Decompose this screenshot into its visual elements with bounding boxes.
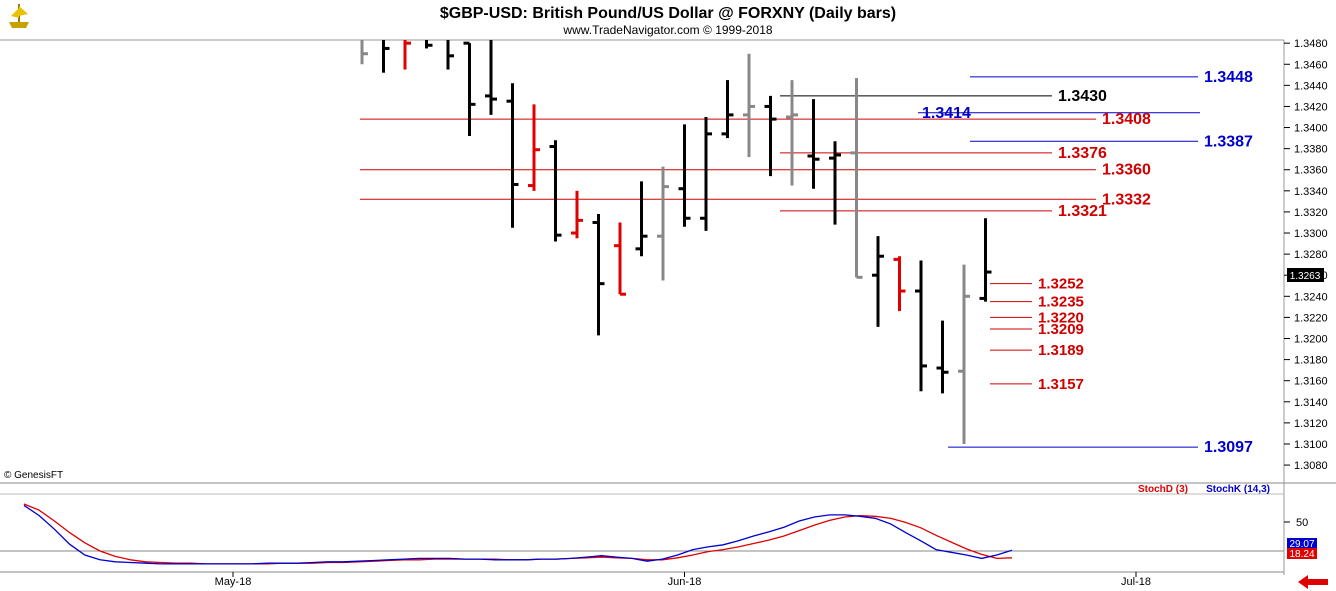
red-left-arrow-icon[interactable] <box>1298 575 1328 589</box>
level-label: 1.3408 <box>1102 111 1151 128</box>
y-tick-label: 1.3160 <box>1294 376 1328 388</box>
ohlc-bar <box>936 320 949 394</box>
ohlc-bar <box>463 41 476 136</box>
y-tick-label: 1.3240 <box>1294 291 1328 303</box>
chart-title: $GBP-USD: British Pound/US Dollar @ FORX… <box>440 5 896 22</box>
ohlc-bar <box>635 181 648 257</box>
y-tick-label: 1.3440 <box>1294 80 1328 92</box>
ohlc-bar <box>721 80 734 139</box>
stoch-k-line <box>23 504 1013 565</box>
ohlc-bar <box>485 40 497 115</box>
ohlc-bar <box>958 264 970 444</box>
ohlc-bar <box>614 222 626 296</box>
ohlc-bar <box>571 190 583 239</box>
stoch-k-label: StochK (14,3) <box>1206 484 1270 495</box>
level-label: 1.3209 <box>1038 321 1084 338</box>
y-tick-label: 1.3340 <box>1294 186 1328 198</box>
level-label: 1.3252 <box>1038 276 1084 293</box>
ohlc-bar <box>915 260 927 392</box>
ohlc-bar <box>425 40 433 49</box>
ohlc-bars <box>360 40 992 444</box>
level-label: 1.3189 <box>1038 342 1084 359</box>
ohlc-bar <box>403 40 411 70</box>
stoch-level-label: 50 <box>1296 517 1308 529</box>
y-tick-label: 1.3420 <box>1294 101 1328 113</box>
level-label: 1.3448 <box>1204 69 1253 86</box>
last-price-badge: 1.3263 <box>1287 268 1324 282</box>
ohlc-bar <box>678 124 691 227</box>
y-tick-label: 1.3280 <box>1294 249 1328 261</box>
y-tick-label: 1.3380 <box>1294 144 1328 156</box>
header: $GBP-USD: British Pound/US Dollar @ FORX… <box>4 2 896 37</box>
price-panel: 1.3080 1.3100 1.3120 1.3140 1.3160 1.3180 1.32… <box>0 38 1336 575</box>
level-label: 1.3430 <box>1058 88 1107 105</box>
last-price-text: 1.3263 <box>1290 271 1321 282</box>
level-label: 1.3157 <box>1038 376 1084 393</box>
ohlc-bar <box>657 166 669 281</box>
y-tick-label: 1.3080 <box>1294 460 1328 472</box>
ohlc-bar <box>528 104 540 191</box>
watermark: © GenesisFT <box>4 470 63 481</box>
ohlc-bar <box>700 116 712 231</box>
stochastic-panel: StochD (3) StochK (14,3) 50 29.07 18.24 <box>0 484 1317 565</box>
chart-subtitle: www.TradeNavigator.com © 1999-2018 <box>562 23 772 37</box>
ohlc-bar <box>360 40 368 65</box>
level-label: 1.3414 <box>922 105 971 122</box>
y-tick-label: 1.3180 <box>1294 355 1328 367</box>
ohlc-bar <box>382 40 390 73</box>
x-tick-label: Jun-18 <box>668 576 702 588</box>
level-label: 1.3387 <box>1204 133 1253 150</box>
ohlc-bar <box>592 214 605 336</box>
ohlc-bar <box>743 53 755 158</box>
y-tick-label: 1.3120 <box>1294 418 1328 430</box>
date-axis: May-18 Jun-18 Jul-18 <box>215 572 1151 588</box>
y-tick-label: 1.3140 <box>1294 397 1328 409</box>
ohlc-bar <box>829 141 841 225</box>
stoch-d-line <box>23 503 1013 565</box>
y-tick-label: 1.3100 <box>1294 439 1328 451</box>
trade-navigator-ship-icon <box>4 2 34 30</box>
x-tick-label: Jul-18 <box>1121 576 1151 588</box>
y-tick-label: 1.3200 <box>1294 333 1328 345</box>
level-label: 1.3235 <box>1038 294 1084 311</box>
y-tick-label: 1.3320 <box>1294 207 1328 219</box>
y-tick-label: 1.3400 <box>1294 123 1328 135</box>
ohlc-bar <box>549 140 562 242</box>
level-label: 1.3097 <box>1204 439 1253 456</box>
y-tick-label: 1.3300 <box>1294 228 1328 240</box>
ohlc-bar <box>446 40 454 70</box>
ohlc-bar <box>506 83 519 228</box>
y-tick-label: 1.3480 <box>1294 38 1328 50</box>
level-label: 1.3360 <box>1102 162 1151 179</box>
y-tick-label: 1.3360 <box>1294 165 1328 177</box>
x-tick-label: May-18 <box>215 576 252 588</box>
y-tick-label: 1.3220 <box>1294 312 1328 324</box>
ohlc-bar <box>893 256 906 312</box>
stoch-d-value: 18.24 <box>1289 549 1314 560</box>
ohlc-bar <box>850 77 863 279</box>
ohlc-bar <box>786 80 798 186</box>
level-label: 1.3332 <box>1102 191 1151 208</box>
ohlc-bar <box>764 95 777 177</box>
level-label: 1.3321 <box>1058 203 1107 220</box>
price-axis: 1.3080 1.3100 1.3120 1.3140 1.3160 1.3180 1.32… <box>1284 38 1328 472</box>
stoch-lines <box>23 503 1013 565</box>
level-label: 1.3220 <box>1038 309 1084 326</box>
stoch-d-label: StochD (3) <box>1138 484 1188 495</box>
ohlc-bar <box>807 99 820 189</box>
stoch-k-value: 29.07 <box>1289 539 1314 550</box>
level-label: 1.3376 <box>1058 145 1107 162</box>
ohlc-bar <box>979 218 992 302</box>
ohlc-bar <box>872 236 884 327</box>
y-tick-label: 1.3460 <box>1294 59 1328 71</box>
